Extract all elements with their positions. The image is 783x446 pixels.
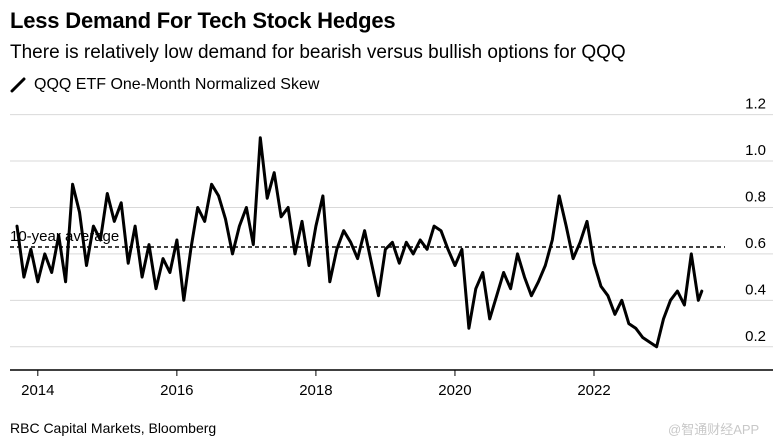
y-tick-label: 0.6 (745, 235, 766, 252)
y-axis: 0.2 0.4 0.6 0.8 1.0 1.2 (745, 96, 766, 345)
chart-subtitle: There is relatively low demand for beari… (10, 42, 626, 63)
legend-line-icon (10, 77, 26, 93)
legend-label: QQQ ETF One-Month Normalized Skew (34, 76, 320, 93)
y-tick-label: 0.8 (745, 188, 766, 205)
series-line (15, 136, 704, 349)
source-note: RBC Capital Markets, Bloomberg (10, 420, 217, 436)
x-tick-label: 2016 (160, 382, 193, 399)
x-tick-label: 2022 (577, 382, 610, 399)
grid-layer (10, 114, 773, 348)
legend: QQQ ETF One-Month Normalized Skew (10, 76, 319, 94)
series-layer (15, 136, 704, 349)
x-axis: 2014 2016 2018 2020 2022 (10, 369, 773, 399)
reference-layer: 10-year average (10, 228, 725, 248)
ten-year-average-label: 10-year average (10, 228, 119, 245)
x-tick-label: 2018 (299, 382, 332, 399)
y-tick-label: 1.0 (745, 142, 766, 159)
y-tick-label: 0.4 (745, 281, 766, 298)
y-tick-label: 1.2 (745, 96, 766, 113)
watermark: @智通财经APP (668, 422, 760, 437)
chart-title: Less Demand For Tech Stock Hedges (10, 8, 396, 33)
x-tick-label: 2014 (21, 382, 54, 399)
y-tick-label: 0.2 (745, 328, 766, 345)
x-tick-label: 2020 (438, 382, 471, 399)
